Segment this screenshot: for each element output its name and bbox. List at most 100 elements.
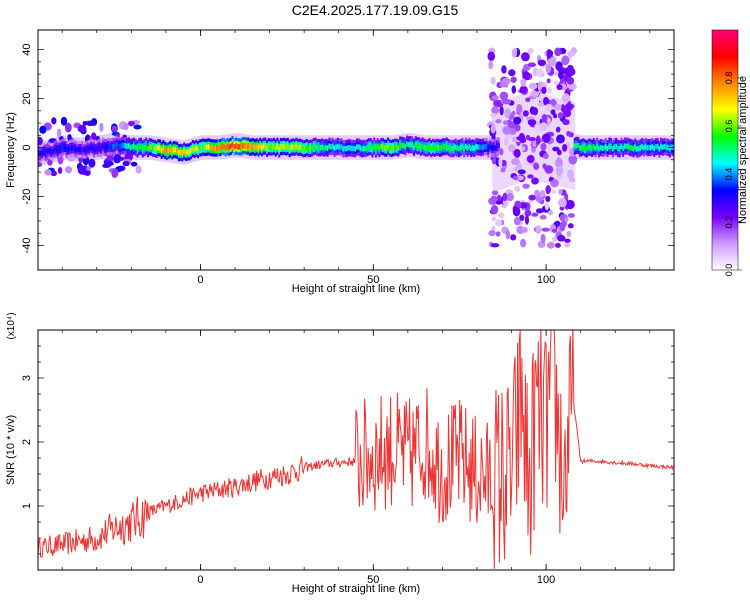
heatmap-ridge-cell — [328, 143, 331, 149]
heatmap-blob — [521, 52, 530, 62]
heatmap-ridge-cell — [69, 145, 72, 152]
heatmap-halo-cell — [533, 92, 536, 181]
heatmap-ridge-cell — [65, 146, 68, 153]
heatmap-blob — [502, 126, 512, 135]
heatmap-blob — [519, 202, 528, 209]
heatmap-ridge-cell — [247, 143, 250, 149]
heatmap-blob — [88, 158, 96, 168]
heatmap-ridge-cell — [471, 145, 474, 151]
heatmap-ridge-cell — [293, 144, 296, 150]
heatmap-blob — [520, 78, 527, 87]
heatmap-halo-cell — [500, 101, 503, 190]
heatmap-halo-cell — [502, 100, 505, 189]
heatmap-blob — [561, 144, 568, 152]
heatmap-blob — [517, 169, 526, 175]
heatmap-ridge-cell — [297, 144, 300, 151]
heatmap-ridge-cell — [635, 146, 638, 152]
heatmap-ridge-cell — [115, 141, 118, 147]
heatmap-blob — [559, 221, 566, 232]
heatmap-blob — [113, 153, 122, 164]
heatmap-ridge-cell — [169, 146, 172, 153]
heatmap-ridge-cell — [114, 143, 117, 149]
heatmap-ridge-cell — [288, 145, 291, 152]
heatmap-blob — [130, 161, 138, 167]
heatmap-blob — [543, 153, 549, 159]
heatmap-blob — [544, 165, 554, 174]
heatmap-ridge-cell — [406, 141, 409, 147]
heatmap-ridge-cell — [259, 143, 262, 149]
heatmap-ridge-cell — [592, 144, 595, 150]
heatmap-ridge-cell — [604, 144, 607, 150]
heatmap-ridge-cell — [457, 145, 460, 152]
heatmap-blob — [51, 117, 57, 125]
heatmap-halo-cell — [568, 100, 572, 189]
heatmap-blob — [492, 157, 497, 165]
heatmap-ridge-cell — [440, 144, 443, 151]
heatmap-blob — [77, 165, 87, 175]
heatmap-blob — [99, 122, 104, 132]
heatmap-blob — [540, 142, 547, 151]
heatmap-blob — [511, 157, 520, 166]
heatmap-ridge-cell — [62, 144, 65, 150]
heatmap-blob — [127, 120, 136, 127]
heatmap-ridge-cell — [39, 150, 42, 157]
heatmap-blob — [554, 47, 562, 57]
heatmap-blob — [540, 233, 546, 244]
heatmap-ridge-cell — [89, 144, 92, 150]
heatmap-blob — [528, 136, 536, 142]
heatmap-ridge-cell — [670, 144, 673, 150]
heatmap-blob — [516, 163, 522, 170]
heatmap-ridge-cell — [399, 142, 402, 148]
heatmap-ridge-cell — [311, 145, 314, 151]
heatmap-ridge-cell — [228, 144, 231, 151]
colorbar-gradient — [711, 29, 739, 271]
heatmap-ridge-cell — [642, 145, 645, 151]
snr-frame — [37, 329, 675, 571]
heatmap-ridge-cell — [369, 143, 372, 150]
heatmap-ridge-cell — [264, 143, 267, 149]
heatmap-blob — [532, 141, 537, 148]
heatmap-ridge-cell — [74, 146, 77, 152]
heatmap-ridge-cell — [366, 144, 369, 151]
heatmap-blob — [547, 143, 553, 153]
heatmap-ridge-cell — [345, 145, 348, 152]
heatmap-ridge-cell — [630, 145, 633, 151]
heatmap-blob — [535, 225, 542, 234]
heatmap-blob — [537, 59, 547, 66]
heatmap-blob — [501, 65, 507, 74]
spectrogram-x-ticks: 0 50 100 — [61, 30, 651, 286]
heatmap-ridge-cell — [219, 144, 222, 151]
heatmap-blob — [565, 199, 575, 210]
heatmap-blob — [133, 124, 142, 130]
heatmap-ridge-cell — [383, 145, 386, 151]
heatmap-ridge-cell — [224, 145, 227, 151]
heatmap-ridge-cell — [447, 144, 450, 151]
heatmap-ridge-cell — [160, 147, 163, 153]
snr-x-label: Height of straight line (km) — [292, 583, 420, 595]
heatmap-ridge-cell — [148, 144, 151, 150]
heatmap-blob — [86, 120, 95, 127]
heatmap-ridge-cell — [421, 143, 424, 149]
heatmap-ridge-cell — [606, 145, 609, 152]
heatmap-blob — [495, 118, 502, 124]
heatmap-blob — [491, 216, 497, 222]
heatmap-ridge-cell — [119, 144, 122, 150]
heatmap-ridge-cell — [464, 143, 467, 150]
heatmap-ridge-cell — [122, 142, 125, 149]
heatmap-blob — [519, 85, 527, 94]
heatmap-ridge-cell — [364, 145, 367, 152]
heatmap-ridge-cell — [426, 145, 429, 151]
colorbar-ticks: 0.0 0.2 0.4 0.6 0.8 — [724, 72, 742, 276]
chart-title: C2E4.2025.177.19.09.G15 — [291, 2, 459, 18]
heatmap-ridge-cell — [93, 146, 96, 152]
heatmap-ridge-cell — [58, 145, 61, 152]
heatmap-ridge-cell — [164, 147, 167, 154]
heatmap-ridge-cell — [266, 145, 269, 152]
heatmap-ridge-cell — [651, 143, 654, 150]
heatmap-ridge-cell — [388, 145, 391, 151]
heatmap-ridge-cell — [281, 143, 284, 150]
heatmap-ridge-cell — [181, 150, 184, 156]
heatmap-blob — [507, 144, 516, 153]
heatmap-blob — [516, 225, 525, 235]
heatmap-ridge-cell — [158, 145, 161, 151]
